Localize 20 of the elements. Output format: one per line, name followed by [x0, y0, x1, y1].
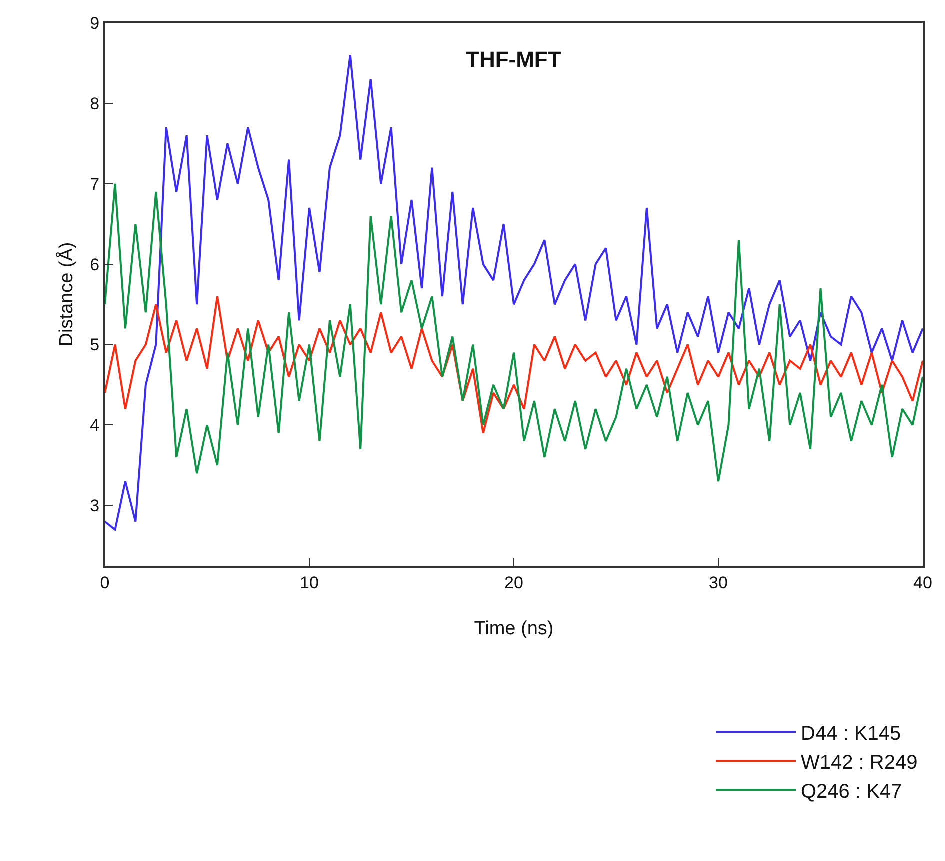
y-tick-label: 7	[90, 174, 100, 194]
text: THF-MFT	[466, 47, 562, 72]
x-tick-label: 20	[504, 573, 524, 592]
x-tick-label: 0	[100, 573, 110, 592]
legend-label: W142 : R249	[801, 752, 918, 774]
legend-label: D44 : K145	[801, 722, 902, 745]
y-axis-title: Distance (Å)	[55, 242, 78, 347]
x-tick-label: 10	[300, 573, 319, 592]
y-tick-label: 4	[90, 416, 100, 436]
line-series	[105, 182, 923, 483]
y-tick-label: 9	[90, 14, 100, 33]
line-series	[105, 296, 923, 434]
y-tick-label: 5	[90, 336, 100, 355]
x-axis-title: Time (ns)	[474, 618, 554, 640]
y-tick-label: 3	[90, 496, 100, 516]
y-tick-label: 8	[90, 94, 100, 114]
legend-label: Q246 : K47	[801, 780, 902, 803]
x-tick-label: 40	[914, 573, 932, 592]
y-tick-label: 6	[90, 255, 100, 274]
x-tick-label: 30	[709, 573, 728, 592]
